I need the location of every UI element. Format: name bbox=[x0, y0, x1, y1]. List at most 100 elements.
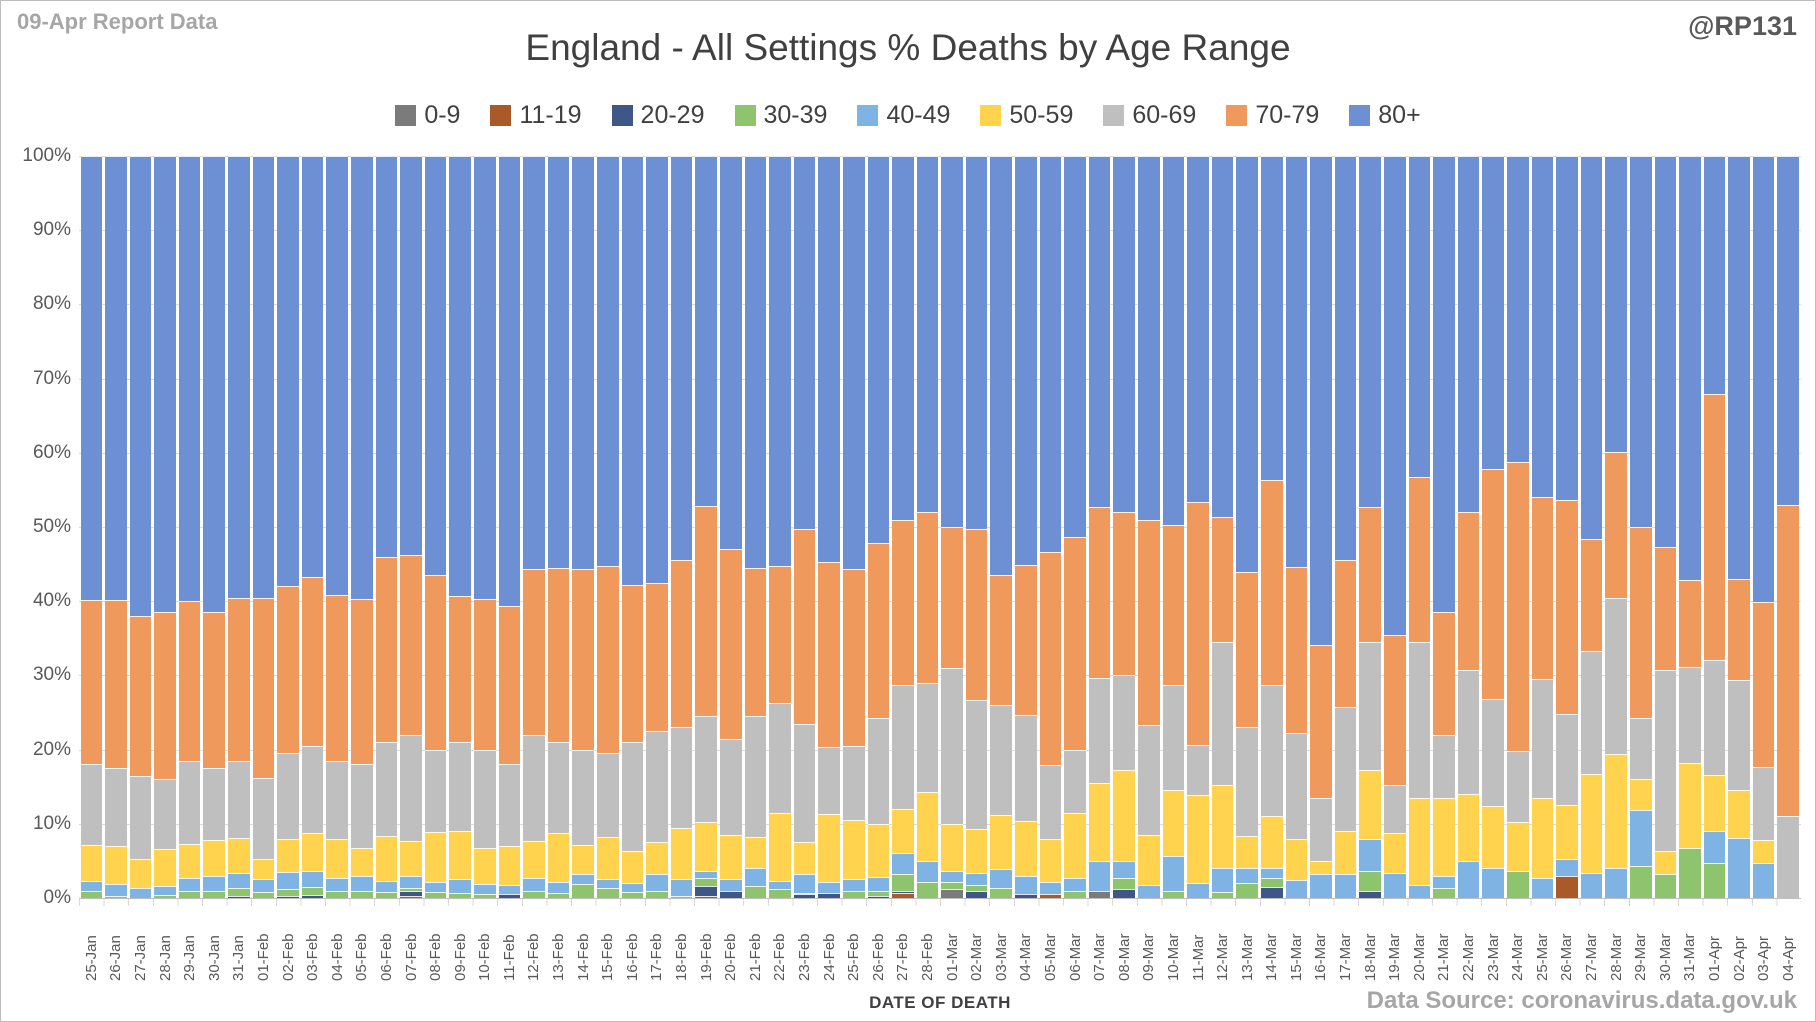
y-tick-label: 20% bbox=[32, 738, 71, 760]
bar-segment-80+ bbox=[941, 156, 963, 528]
x-tick-text: 12-Mar bbox=[1214, 933, 1232, 981]
bar-segment-50-59 bbox=[1211, 785, 1234, 868]
legend-label: 60-69 bbox=[1132, 101, 1197, 129]
bar-segment-30-39 bbox=[154, 895, 176, 898]
bar-segment-40-49 bbox=[1334, 874, 1357, 898]
bar-segment-80+ bbox=[1383, 156, 1406, 635]
x-tick-label-16-Feb: 16-Feb bbox=[620, 907, 645, 981]
x-tick-label-02-Apr: 02-Apr bbox=[1727, 907, 1752, 981]
bar-segment-50-59 bbox=[424, 832, 447, 882]
bar-segment-30-39 bbox=[449, 892, 471, 898]
bar-segment-0-9 bbox=[941, 889, 963, 898]
x-tick-text: 05-Feb bbox=[353, 933, 371, 981]
bar-segment-70-79 bbox=[523, 569, 545, 735]
bar-segment-40-49 bbox=[842, 879, 865, 892]
bar-segment-40-49 bbox=[1113, 860, 1136, 878]
bar-segment-80+ bbox=[719, 156, 742, 550]
x-tick-label-19-Mar: 19-Mar bbox=[1382, 907, 1407, 981]
bar-segment-80+ bbox=[228, 156, 250, 598]
legend-label: 80+ bbox=[1378, 101, 1421, 129]
x-tick-label-09-Mar: 09-Mar bbox=[1137, 907, 1162, 981]
bar-segment-60-69 bbox=[1138, 725, 1160, 835]
bar-segment-70-79 bbox=[695, 506, 717, 717]
bar-02-Apr bbox=[1727, 156, 1752, 898]
bar-segment-80+ bbox=[1187, 156, 1209, 502]
bar-segment-60-69 bbox=[1261, 685, 1283, 817]
x-tick-label-31-Mar: 31-Mar bbox=[1678, 907, 1703, 981]
x-tick-label-23-Mar: 23-Mar bbox=[1481, 907, 1506, 981]
x-tick-label-02-Feb: 02-Feb bbox=[276, 907, 301, 981]
bar-segment-30-39 bbox=[916, 882, 939, 898]
bar-segment-80+ bbox=[1408, 156, 1431, 477]
bar-02-Feb bbox=[276, 156, 301, 898]
bar-01-Mar bbox=[940, 156, 965, 898]
bar-segment-50-59 bbox=[277, 839, 299, 873]
bar-segment-80+ bbox=[1236, 156, 1258, 572]
bar-segment-40-49 bbox=[1015, 875, 1037, 895]
legend-label: 70-79 bbox=[1255, 101, 1320, 129]
bar-segment-50-59 bbox=[1457, 794, 1480, 861]
bar-24-Feb bbox=[817, 156, 842, 898]
bar-segment-40-49 bbox=[1162, 855, 1185, 892]
x-tick-text: 17-Feb bbox=[648, 933, 666, 981]
bar-segment-50-59 bbox=[523, 840, 545, 878]
bar-30-Mar bbox=[1653, 156, 1678, 898]
bar-segment-70-79 bbox=[474, 599, 496, 750]
gridline bbox=[79, 527, 1801, 528]
x-tick-text: 05-Mar bbox=[1041, 933, 1059, 981]
x-tick-text: 26-Mar bbox=[1558, 933, 1576, 981]
bar-segment-80+ bbox=[793, 156, 816, 530]
bar-10-Mar bbox=[1161, 156, 1186, 898]
bar-08-Feb bbox=[423, 156, 448, 898]
bar-segment-80+ bbox=[1261, 156, 1283, 480]
plot-area bbox=[79, 156, 1801, 899]
bar-segment-30-39 bbox=[523, 890, 545, 898]
x-tick-text: 21-Mar bbox=[1435, 933, 1453, 981]
bar-segment-40-49 bbox=[990, 869, 1013, 888]
bar-segment-80+ bbox=[1162, 156, 1185, 525]
bar-segment-60-69 bbox=[178, 760, 201, 844]
bar-segment-70-79 bbox=[1187, 501, 1209, 746]
bar-segment-50-59 bbox=[1556, 804, 1578, 860]
y-tick-label: 60% bbox=[32, 441, 71, 463]
bar-segment-80+ bbox=[1015, 156, 1037, 565]
bar-segment-80+ bbox=[769, 156, 791, 566]
bar-segment-80+ bbox=[842, 156, 865, 570]
bar-segment-70-79 bbox=[400, 555, 422, 735]
bar-segment-50-59 bbox=[621, 851, 644, 884]
bar-segment-60-69 bbox=[547, 742, 570, 834]
bar-segment-70-79 bbox=[990, 574, 1013, 706]
bar-segment-30-39 bbox=[1261, 877, 1283, 887]
bar-segment-60-69 bbox=[277, 753, 299, 840]
legend-item-20-29: 20-29 bbox=[611, 101, 705, 130]
bar-segment-60-69 bbox=[474, 749, 496, 848]
bar-29-Mar bbox=[1628, 156, 1653, 898]
bar-segment-30-39 bbox=[892, 874, 914, 891]
bar-segment-50-59 bbox=[793, 842, 816, 875]
bar-31-Mar bbox=[1678, 156, 1703, 898]
bar-segment-80+ bbox=[1334, 156, 1357, 560]
bar-segment-40-49 bbox=[1088, 860, 1111, 892]
bar-segment-20-29 bbox=[793, 894, 816, 898]
bar-11-Feb bbox=[497, 156, 522, 898]
bar-segment-60-69 bbox=[523, 734, 545, 841]
bar-segment-60-69 bbox=[203, 768, 226, 841]
x-tick-text: 20-Mar bbox=[1410, 933, 1428, 981]
bar-segment-60-69 bbox=[1187, 745, 1209, 795]
bar-segment-50-59 bbox=[1162, 790, 1185, 856]
x-tick-label-09-Feb: 09-Feb bbox=[448, 907, 473, 981]
bar-segment-80+ bbox=[154, 156, 176, 613]
x-tick-label-29-Jan: 29-Jan bbox=[177, 907, 202, 981]
bar-segment-70-79 bbox=[154, 612, 176, 780]
bar-segment-60-69 bbox=[375, 742, 398, 836]
bar-segment-30-39 bbox=[1359, 870, 1381, 891]
bar-segment-70-79 bbox=[1752, 601, 1775, 768]
bar-segment-60-69 bbox=[1211, 642, 1234, 786]
x-tick-text: 09-Feb bbox=[451, 933, 469, 981]
x-tick-text: 01-Mar bbox=[943, 933, 961, 981]
bar-segment-50-59 bbox=[129, 858, 152, 888]
x-tick-label-27-Feb: 27-Feb bbox=[891, 907, 916, 981]
legend-item-50-59: 50-59 bbox=[980, 101, 1073, 130]
gridline bbox=[79, 378, 1801, 380]
bar-segment-80+ bbox=[424, 156, 447, 576]
